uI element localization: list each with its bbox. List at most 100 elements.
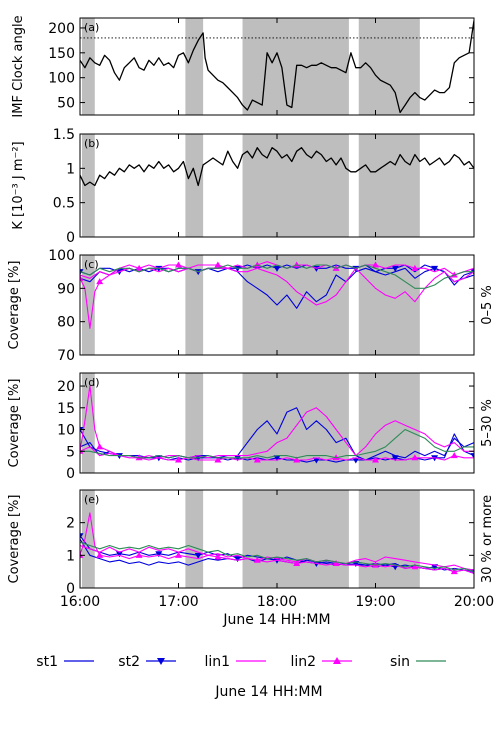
- shaded-interval: [358, 490, 420, 588]
- legend-marker-lin2: [333, 657, 341, 664]
- right-axis-label: 30 % or more: [480, 495, 495, 583]
- series-marker-lin2: [411, 563, 419, 570]
- series-marker-lin2: [450, 568, 458, 575]
- series-marker-lin2: [332, 560, 340, 566]
- panel-tag: (d): [84, 376, 100, 389]
- y-tick-label: 15: [57, 401, 75, 417]
- series-marker-st2: [273, 265, 281, 272]
- y-tick-label: 20: [57, 379, 75, 395]
- y-tick-label: 80: [57, 315, 75, 331]
- series-marker-lin2: [96, 443, 104, 450]
- series-marker-lin2: [450, 452, 458, 459]
- y-axis-label: Coverage [%]: [7, 495, 22, 584]
- series-line-lin2: [80, 261, 474, 329]
- series-line-lin1: [80, 544, 474, 571]
- series-line-sin: [80, 541, 474, 573]
- series-line-clock-angle: [80, 20, 474, 114]
- shaded-interval: [81, 490, 95, 588]
- shaded-interval: [242, 490, 349, 588]
- panel-c: 70 80 90 100 (c) Coverage [%] 0–5 %: [7, 248, 495, 364]
- y-tick-label: 100: [48, 71, 75, 87]
- x-tick-label: 19:00: [355, 594, 395, 610]
- series-marker-lin2: [135, 551, 143, 558]
- y-tick-label: 10: [57, 423, 75, 439]
- right-axis-label: 0–5 %: [480, 285, 495, 325]
- y-tick-label: 90: [57, 281, 75, 297]
- shaded-interval: [358, 134, 420, 237]
- y-tick-label: 150: [48, 46, 75, 62]
- series-marker-st2: [391, 265, 399, 272]
- y-tick-label: 0: [66, 466, 75, 482]
- series-marker-lin2: [175, 551, 182, 558]
- y-tick-label: 1: [66, 161, 75, 177]
- panel-tag: (e): [84, 493, 99, 506]
- series-marker-st2: [470, 269, 474, 276]
- legend-label-st2: st2: [118, 654, 140, 670]
- y-tick-label: 0: [66, 581, 75, 597]
- series-marker-st2: [234, 556, 242, 563]
- shaded-interval: [242, 18, 349, 115]
- y-tick-label: 70: [57, 348, 75, 364]
- shaded-interval: [185, 255, 204, 355]
- series-marker-st2: [391, 455, 399, 462]
- series-line-sin: [80, 428, 474, 459]
- series-line-lin1: [80, 407, 474, 459]
- series-marker-st2: [470, 453, 474, 460]
- series-marker-lin2: [175, 456, 182, 463]
- y-axis-label: K [10⁻³ J m⁻²]: [11, 141, 26, 229]
- series-marker-st2: [194, 552, 202, 559]
- series-line-st1: [80, 267, 474, 309]
- series-group: [80, 261, 474, 329]
- series-marker-st2: [431, 265, 439, 272]
- panel-tag: (b): [84, 137, 100, 150]
- x-tick-label: 17:00: [158, 594, 198, 610]
- panel-d: 0 5 10 15 20 (d) Coverage [%] 5–30 %: [7, 372, 495, 482]
- panel-b: 0 0.5 1 1.5 (b) K [10⁻³ J m⁻²]: [11, 127, 475, 246]
- series-marker-lin2: [253, 556, 261, 563]
- series-group: [80, 512, 474, 576]
- series-marker-lin2: [80, 274, 84, 281]
- series-marker-st2: [273, 455, 281, 462]
- y-tick-label: 1.5: [53, 127, 75, 143]
- series-marker-lin2: [80, 551, 84, 558]
- y-tick-label: 50: [57, 96, 75, 112]
- legend-label-st1: st1: [36, 654, 58, 670]
- y-tick-label: 0.5: [53, 196, 75, 212]
- series-marker-st2: [115, 551, 123, 558]
- series-marker-lin2: [214, 456, 222, 463]
- x-tick-label: 16:00: [60, 594, 100, 610]
- series-marker-lin2: [372, 456, 379, 463]
- shaded-interval: [185, 18, 204, 115]
- series-marker-st2: [80, 427, 84, 434]
- series-marker-lin2: [214, 553, 222, 560]
- y-tick-label: 200: [48, 21, 75, 37]
- y-axis-label: Coverage [%]: [7, 379, 22, 468]
- shaded-interval: [81, 18, 95, 115]
- panel-tag: (a): [84, 21, 99, 34]
- panel-a: 50 100 150 200 (a) IMF Clock angle: [11, 15, 475, 118]
- y-axis-label: Coverage [%]: [7, 261, 22, 350]
- legend-marker-st2: [157, 658, 165, 665]
- series-group: [80, 20, 474, 114]
- y-tick-label: 1: [66, 548, 75, 564]
- series-line-st1: [80, 407, 474, 461]
- series-marker-st2: [80, 269, 84, 276]
- series-group: [80, 147, 474, 187]
- series-marker-lin2: [135, 264, 143, 271]
- series-marker-lin2: [253, 456, 261, 463]
- x-axis-label: June 14 HH:MM: [222, 612, 330, 628]
- x-tick-label: 18:00: [257, 594, 297, 610]
- shaded-interval: [185, 373, 204, 473]
- shaded-interval: [81, 134, 95, 237]
- series-marker-st2: [312, 457, 320, 464]
- panel-tag: (c): [84, 258, 99, 271]
- series-marker-st2: [80, 533, 84, 540]
- series-line-K: [80, 147, 474, 187]
- series-marker-lin2: [372, 261, 379, 268]
- series-marker-lin2: [96, 278, 104, 285]
- series-line-lin2: [80, 385, 474, 461]
- y-tick-label: 5: [66, 444, 75, 460]
- shaded-interval: [185, 134, 204, 237]
- legend: st1 st2 lin1 lin2 sin June 14 HH:MM: [36, 654, 446, 700]
- y-tick-label: 0: [66, 230, 75, 246]
